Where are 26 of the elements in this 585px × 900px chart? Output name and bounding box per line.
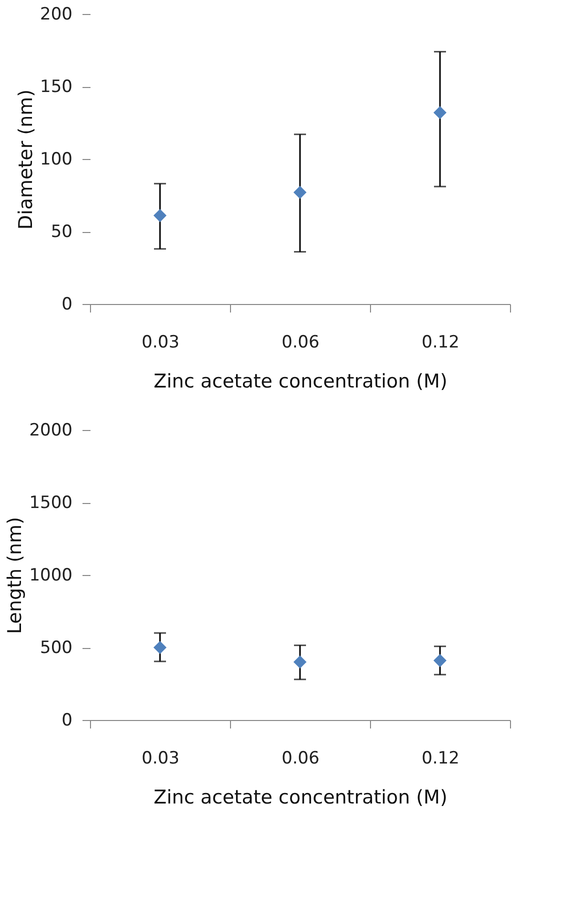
- x-tick-label: 0.12: [422, 332, 460, 352]
- point: [293, 655, 307, 669]
- y-tick-label: 0: [62, 710, 72, 730]
- y-tick-label: 500: [40, 638, 72, 658]
- y-tick-label: 100: [40, 150, 72, 170]
- y-tick-label: 1000: [29, 566, 72, 586]
- y-tick-label: 0: [62, 294, 72, 314]
- x-tick-label: 0.03: [142, 332, 180, 352]
- y-axis-title: Diameter (nm): [15, 89, 38, 230]
- y-tick-label: 2000: [29, 420, 72, 440]
- y-tick-label: 50: [50, 222, 72, 242]
- point: [293, 186, 307, 199]
- y-tick-label: 1500: [29, 493, 72, 513]
- y-tick-label: 200: [40, 4, 72, 24]
- x-tick-label: 0.12: [422, 748, 460, 768]
- x-tick-label: 0.06: [282, 332, 320, 352]
- point: [433, 654, 447, 668]
- y-axis-title: Length (nm): [4, 517, 26, 634]
- point: [433, 106, 447, 120]
- x-axis-title: Zinc acetate concentration (M): [154, 370, 448, 392]
- point: [153, 640, 167, 654]
- y-tick-label: 150: [40, 77, 72, 97]
- x-tick-label: 0.06: [282, 748, 320, 768]
- point: [153, 209, 167, 222]
- x-axis-title: Zinc acetate concentration (M): [154, 786, 448, 808]
- x-tick-label: 0.03: [142, 748, 180, 768]
